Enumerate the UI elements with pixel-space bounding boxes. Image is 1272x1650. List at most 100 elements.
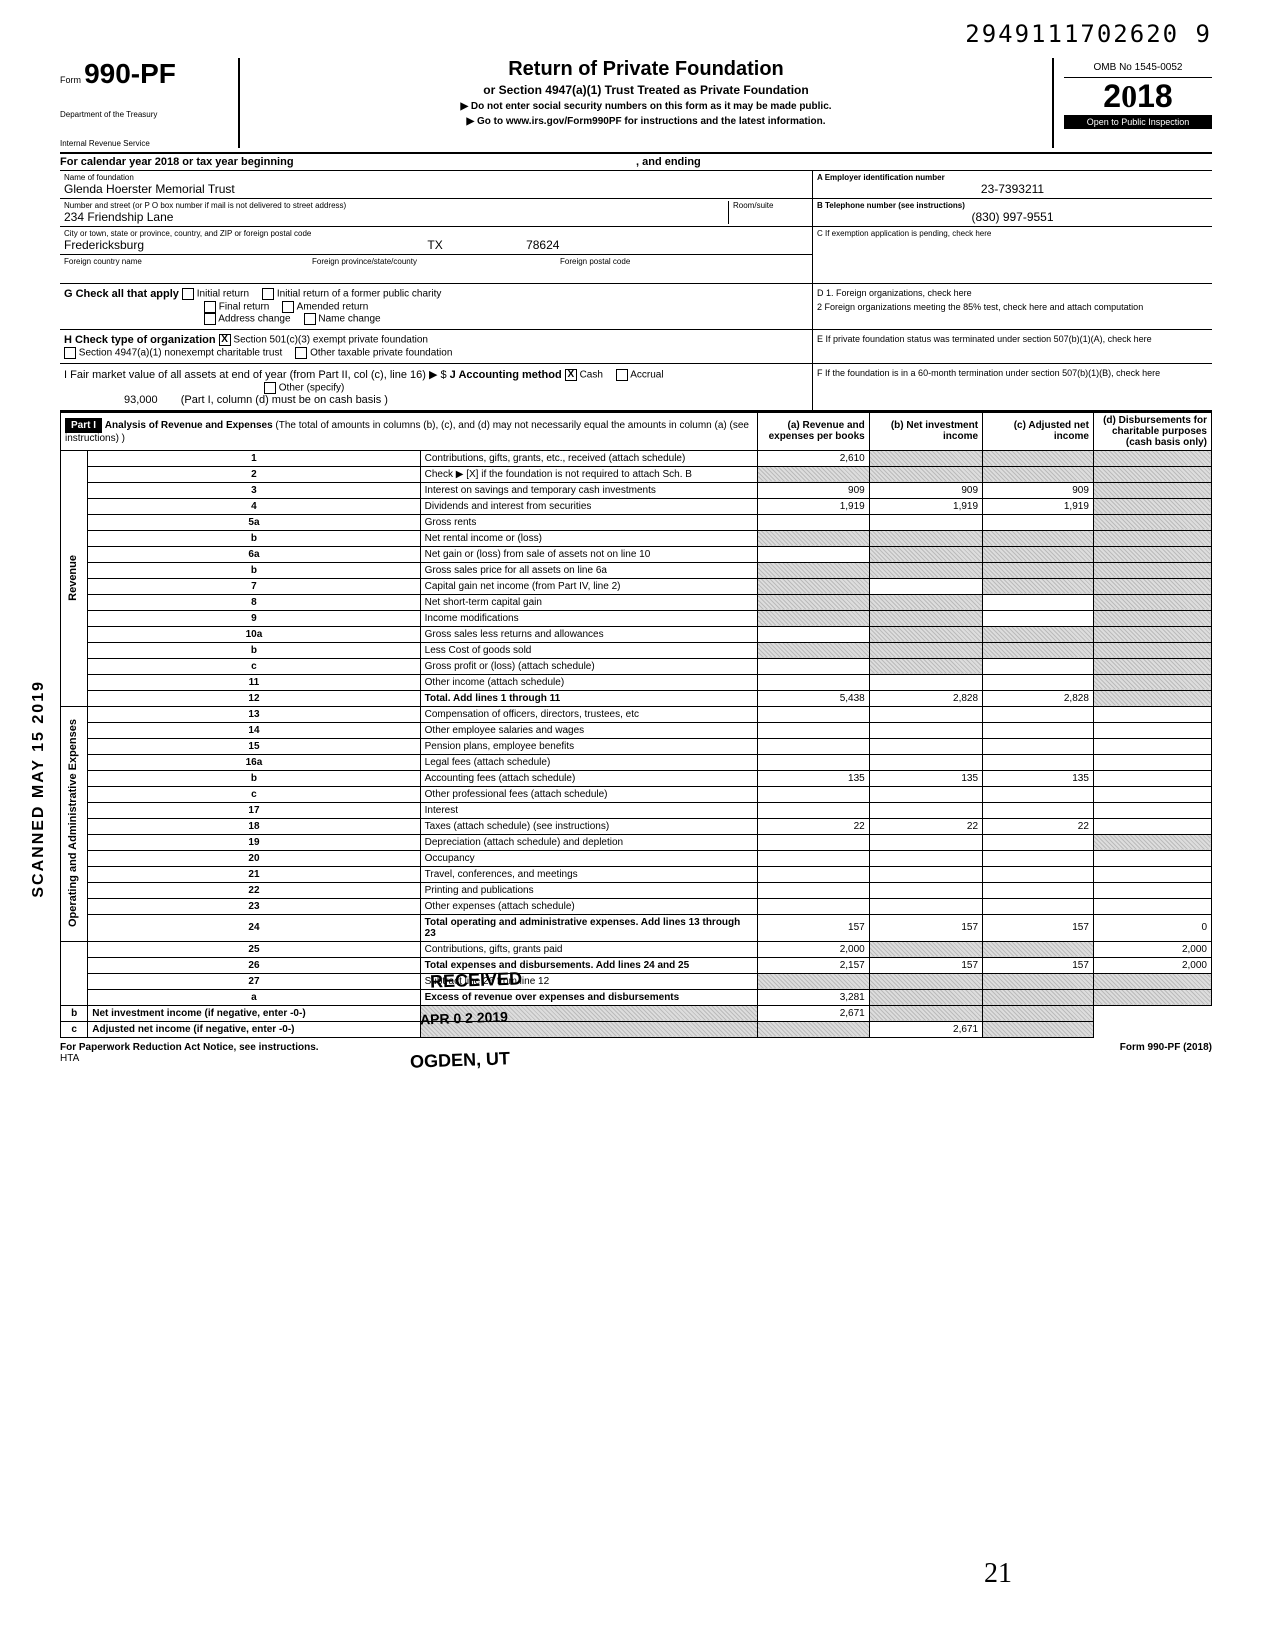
i-value: 93,000: [124, 394, 158, 406]
value-cell-c: 135: [983, 770, 1094, 786]
value-cell-a: [758, 973, 870, 989]
g-label: G Check all that apply: [64, 288, 179, 300]
j-note: (Part I, column (d) must be on cash basi…: [181, 394, 388, 406]
table-row: 6aNet gain or (loss) from sale of assets…: [61, 546, 1212, 562]
value-cell-d: [1093, 450, 1211, 466]
value-cell-d: [1093, 530, 1211, 546]
line-number: 13: [88, 706, 420, 722]
check-other-tax[interactable]: [295, 347, 307, 359]
check-name-change[interactable]: [304, 313, 316, 325]
cal-year-end: , and ending: [636, 156, 1212, 168]
foreign-country-label: Foreign country name: [64, 257, 312, 281]
value-cell-d: [1093, 738, 1211, 754]
line-number: b: [88, 770, 420, 786]
line-number: 10a: [88, 626, 420, 642]
value-cell-d: [1093, 850, 1211, 866]
value-cell-a: 1,919: [758, 498, 870, 514]
value-cell-c: 157: [983, 914, 1094, 941]
line-description: Travel, conferences, and meetings: [420, 866, 758, 882]
line-description: Net gain or (loss) from sale of assets n…: [420, 546, 758, 562]
check-amended[interactable]: [282, 301, 294, 313]
foundation-name: Glenda Hoerster Memorial Trust: [64, 182, 808, 196]
table-row: bAccounting fees (attach schedule)135135…: [61, 770, 1212, 786]
check-501c3[interactable]: X: [219, 334, 231, 346]
line-description: Interest on savings and temporary cash i…: [420, 482, 758, 498]
line-number: a: [88, 989, 420, 1005]
name-label: Name of foundation: [64, 173, 808, 182]
table-row: 18Taxes (attach schedule) (see instructi…: [61, 818, 1212, 834]
note-ssn: ▶ Do not enter social security numbers o…: [250, 101, 1042, 112]
value-cell-a: [758, 658, 870, 674]
value-cell-c: [983, 850, 1094, 866]
value-cell-b: [869, 866, 982, 882]
value-cell-d: [1093, 882, 1211, 898]
value-cell-b: [869, 941, 982, 957]
line-description: Contributions, gifts, grants paid: [420, 941, 758, 957]
value-cell-a: 157: [758, 914, 870, 941]
value-cell-c: [983, 610, 1094, 626]
table-row: 5aGross rents: [61, 514, 1212, 530]
line-number: b: [88, 562, 420, 578]
value-cell-b: [869, 850, 982, 866]
tax-year: 2018: [1064, 78, 1212, 115]
line-description: Total. Add lines 1 through 11: [420, 690, 758, 706]
table-row: Revenue1Contributions, gifts, grants, et…: [61, 450, 1212, 466]
value-cell-b: 2,671: [758, 1005, 870, 1021]
value-cell-d: [1093, 786, 1211, 802]
value-cell-b: 135: [869, 770, 982, 786]
line-description: Other professional fees (attach schedule…: [420, 786, 758, 802]
value-cell-b: [869, 882, 982, 898]
value-cell-a: 22: [758, 818, 870, 834]
value-cell-a: [758, 594, 870, 610]
table-row: 16aLegal fees (attach schedule): [61, 754, 1212, 770]
col-a-header: (a) Revenue and expenses per books: [758, 412, 870, 450]
value-cell-a: [758, 546, 870, 562]
checks-g: G Check all that apply Initial return In…: [60, 284, 1212, 330]
c-label: C If exemption application is pending, c…: [817, 229, 1208, 238]
footer-hta: HTA: [60, 1053, 79, 1064]
check-initial[interactable]: [182, 288, 194, 300]
check-accrual[interactable]: [616, 369, 628, 381]
table-row: cAdjusted net income (if negative, enter…: [61, 1021, 1212, 1037]
line-description: Contributions, gifts, grants, etc., rece…: [420, 450, 758, 466]
line-number: 25: [88, 941, 420, 957]
value-cell-c: [983, 722, 1094, 738]
ein-label: A Employer identification number: [817, 173, 1208, 182]
value-cell-c: [983, 882, 1094, 898]
value-cell-a: [758, 674, 870, 690]
check-4947[interactable]: [64, 347, 76, 359]
line-number: 7: [88, 578, 420, 594]
table-row: 17Interest: [61, 802, 1212, 818]
line-number: b: [88, 642, 420, 658]
value-cell-d: [983, 1021, 1094, 1037]
line-number: b: [61, 1005, 88, 1021]
value-cell-c: [983, 530, 1094, 546]
table-row: 12Total. Add lines 1 through 115,4382,82…: [61, 690, 1212, 706]
form-id-box: Form 990-PF Department of the Treasury I…: [60, 58, 240, 148]
line-number: 3: [88, 482, 420, 498]
value-cell-d: [1093, 578, 1211, 594]
value-cell-a: [758, 882, 870, 898]
value-cell-d: [1093, 866, 1211, 882]
check-addr-change[interactable]: [204, 313, 216, 325]
check-cash[interactable]: X: [565, 369, 577, 381]
check-final[interactable]: [204, 301, 216, 313]
check-former[interactable]: [262, 288, 274, 300]
ein-value: 23-7393211: [817, 182, 1208, 196]
table-row: 27Subtract line 26 from line 12: [61, 973, 1212, 989]
table-row: 24Total operating and administrative exp…: [61, 914, 1212, 941]
line-description: Excess of revenue over expenses and disb…: [420, 989, 758, 1005]
table-row: 11Other income (attach schedule): [61, 674, 1212, 690]
line-number: 19: [88, 834, 420, 850]
value-cell-a: [758, 626, 870, 642]
table-row: 26Total expenses and disbursements. Add …: [61, 957, 1212, 973]
value-cell-b: [869, 594, 982, 610]
line-number: 16a: [88, 754, 420, 770]
check-other-method[interactable]: [264, 382, 276, 394]
value-cell-d: [1093, 706, 1211, 722]
value-cell-d: [1093, 722, 1211, 738]
value-cell-c: [983, 626, 1094, 642]
checks-h: H Check type of organization X Section 5…: [60, 330, 1212, 364]
dept-treasury: Department of the Treasury: [60, 110, 228, 119]
line-number: 18: [88, 818, 420, 834]
